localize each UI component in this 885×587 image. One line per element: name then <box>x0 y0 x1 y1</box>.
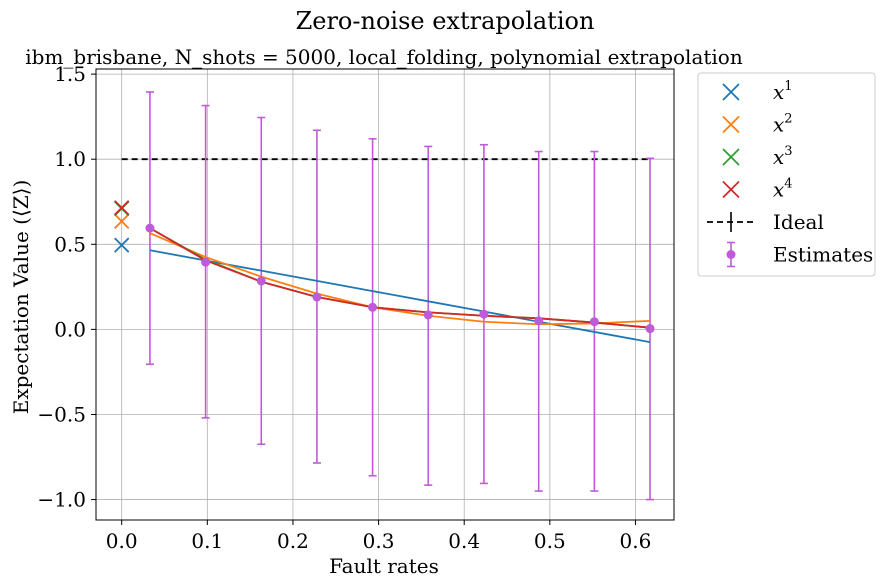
legend-box <box>697 72 876 277</box>
legend-label-exponent: 1 <box>784 79 792 94</box>
legend-label-exponent: 2 <box>784 112 792 127</box>
legend-label-exponent: 3 <box>784 144 792 159</box>
marker-stroke <box>114 237 130 253</box>
estimate-point <box>589 317 599 327</box>
extrapolated-marker-4 <box>114 200 130 216</box>
y-tick-label: −0.5 <box>37 402 86 426</box>
plot-area <box>114 91 655 501</box>
estimate-point <box>256 276 266 286</box>
x-tick-label: 0.5 <box>534 529 566 553</box>
x-tick-label: 0.4 <box>448 529 480 553</box>
legend-label: Ideal <box>773 210 824 234</box>
legend-label-exponent: 4 <box>784 177 792 192</box>
legend-item-ideal: Ideal <box>707 210 824 234</box>
legend-label-base: x <box>773 145 784 169</box>
y-tick-label: 0.0 <box>54 317 86 341</box>
legend-marker <box>722 115 740 134</box>
legend-label: x4 <box>773 177 793 202</box>
y-axis-label: Expectation Value (⟨Z⟩) <box>9 180 33 415</box>
y-tick-label: 0.5 <box>54 232 86 256</box>
legend-label: x2 <box>773 112 793 137</box>
legend-item-1: x1 <box>722 79 793 104</box>
x-tick-label: 0.6 <box>620 529 652 553</box>
fit-line-2 <box>149 232 651 326</box>
x-tick-label: 0.0 <box>106 529 138 553</box>
legend-marker <box>722 83 740 101</box>
legend-label: x3 <box>773 144 793 169</box>
marker-stroke <box>114 213 130 229</box>
legend-item-estimates: Estimates <box>726 241 873 268</box>
extrapolated-marker-2 <box>114 213 130 229</box>
chart-subtitle: ibm_brisbane, N_shots = 5000, local_fold… <box>25 45 743 69</box>
legend-marker <box>722 148 740 166</box>
estimate-point <box>534 316 544 326</box>
legend-marker <box>722 180 740 199</box>
legend-label-base: x <box>773 113 784 137</box>
x-tick-label: 0.3 <box>363 529 395 553</box>
fit-line-4 <box>149 227 651 329</box>
estimate-point <box>479 309 489 319</box>
legend-item-3: x3 <box>722 144 793 169</box>
x-axis-label: Fault rates <box>329 554 439 578</box>
chart-title: Zero-noise extrapolation <box>296 7 595 35</box>
estimate-point <box>312 292 322 302</box>
x-tick-label: 0.1 <box>191 529 223 553</box>
x-tick-label: 0.2 <box>277 529 309 553</box>
extrapolated-marker-1 <box>114 237 130 253</box>
estimate-point <box>145 223 155 233</box>
legend-item-4: x4 <box>722 177 793 202</box>
legend-label-base: x <box>773 178 784 202</box>
axis-ticks: 0.0 0.1 0.2 0.3 0.4 0.5 0.6 −1.0 −0.5 0.0 0.5 1.0 1.… <box>37 62 651 553</box>
estimate-point <box>423 310 433 320</box>
fit-line-1 <box>149 249 651 344</box>
legend-marker <box>726 250 736 259</box>
y-tick-label: 1.0 <box>54 147 86 171</box>
estimate-point <box>645 324 655 334</box>
legend-label-base: x <box>773 80 784 104</box>
marker-stroke <box>114 200 130 216</box>
axes-frame <box>95 68 675 521</box>
y-tick-label: −1.0 <box>37 488 86 512</box>
estimate-point <box>201 257 211 267</box>
grid-lines <box>96 69 674 520</box>
legend-label: x1 <box>773 79 793 104</box>
estimate-point <box>368 302 378 312</box>
y-tick-label: 1.5 <box>54 62 86 86</box>
legend-item-2: x2 <box>722 112 793 137</box>
fit-line-3 <box>149 227 651 329</box>
legend-label: Estimates <box>773 243 873 267</box>
